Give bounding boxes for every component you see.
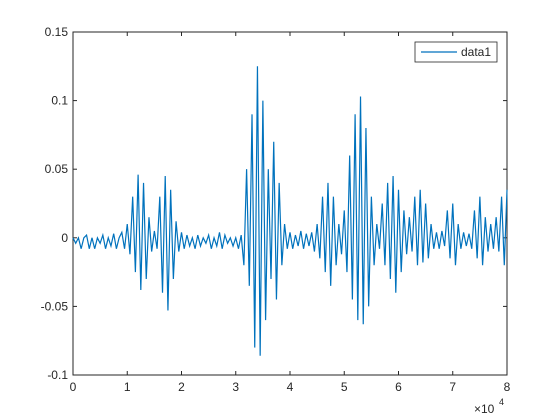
x-exponent-base: ×10 <box>474 402 495 416</box>
x-tick-label: 2 <box>178 380 185 394</box>
data-line <box>72 66 508 356</box>
y-tick-label: 0.15 <box>45 25 69 39</box>
y-tick-label: 0.1 <box>51 94 68 108</box>
plot-area <box>72 31 508 376</box>
x-exponent: 4 <box>499 397 504 407</box>
y-tick-label: -0.05 <box>41 299 69 313</box>
y-tick-label: -0.1 <box>47 368 68 382</box>
x-tick-label: 7 <box>449 380 456 394</box>
x-tick-label: 0 <box>70 380 77 394</box>
x-tick-label: 5 <box>341 380 348 394</box>
x-tick-label: 1 <box>124 380 131 394</box>
x-tick-label: 4 <box>287 380 294 394</box>
x-tick-label: 8 <box>504 380 511 394</box>
y-tick-label: 0 <box>61 231 68 245</box>
x-tick-label: 3 <box>232 380 239 394</box>
x-tick-label: 6 <box>395 380 402 394</box>
legend-label: data1 <box>461 45 491 59</box>
y-tick-label: 0.05 <box>45 162 69 176</box>
